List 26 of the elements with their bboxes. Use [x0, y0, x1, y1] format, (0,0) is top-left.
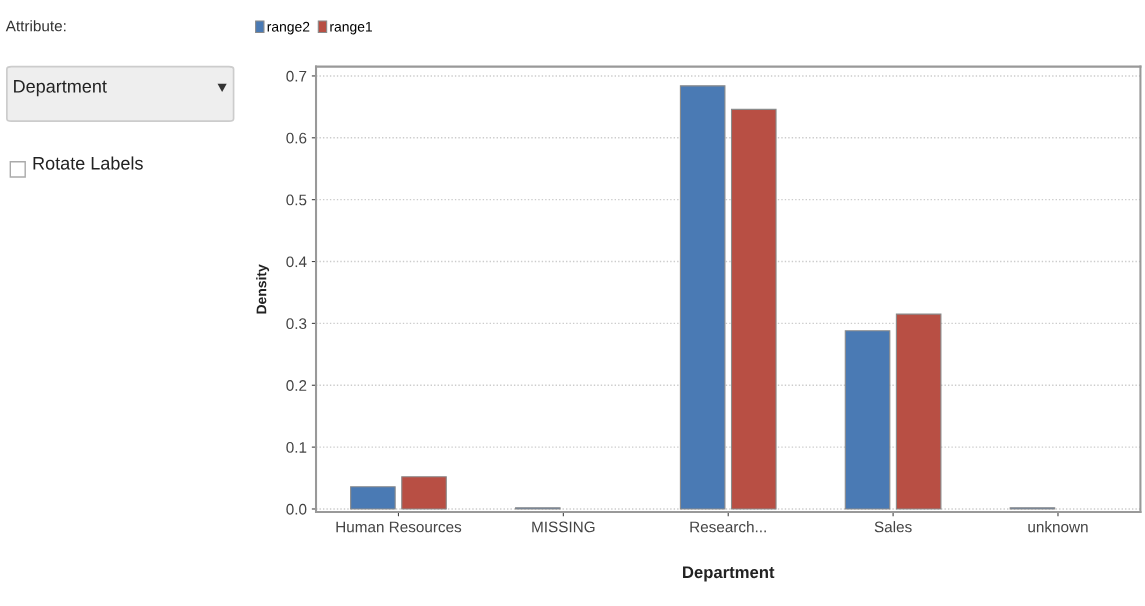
x-tick-label: Human Resources	[336, 521, 462, 533]
bar	[350, 486, 396, 510]
y-axis-title: Density	[256, 264, 270, 314]
text: Rotate Labels	[33, 156, 143, 170]
y-tick-label: 0.2	[286, 380, 307, 391]
y-tick-label: 0.3	[286, 318, 307, 330]
bar	[730, 108, 777, 510]
y-tick-label: 0.0	[286, 503, 307, 515]
text: Attribute:	[5, 20, 66, 32]
y-tick-label: 0.5	[286, 194, 307, 206]
bar	[895, 313, 942, 510]
y-tick-label: 0.7	[286, 70, 307, 82]
text: Department	[14, 80, 107, 97]
y-tick-label: 0.1	[286, 441, 307, 453]
x-tick-label: unknown	[1028, 521, 1088, 533]
legend-label: range1	[330, 21, 372, 35]
bar	[844, 330, 891, 510]
x-tick-label: Sales	[874, 521, 912, 533]
y-tick-label: 0.6	[286, 132, 307, 144]
x-tick-label: MISSING	[532, 521, 595, 533]
bar	[401, 476, 447, 510]
bar	[679, 85, 726, 510]
x-tick-label: Research...	[690, 521, 766, 533]
y-tick-label: 0.4	[286, 256, 307, 268]
legend-label: range2	[267, 21, 310, 35]
x-axis-title: Department	[683, 566, 775, 582]
